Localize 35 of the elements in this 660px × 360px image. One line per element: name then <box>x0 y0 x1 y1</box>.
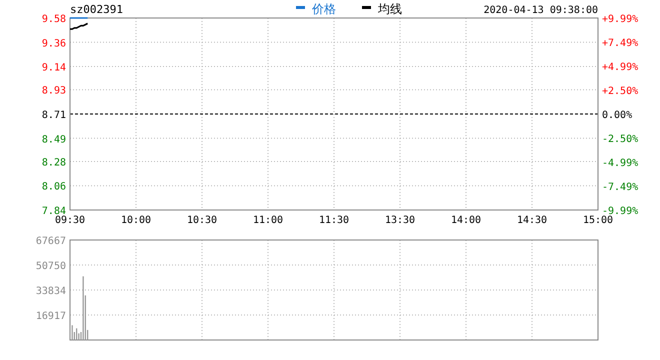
y-tick-label: 33834 <box>36 286 66 297</box>
x-tick-label: 14:30 <box>516 215 548 226</box>
x-tick-label: 13:30 <box>384 215 416 226</box>
x-tick-label: 11:00 <box>252 215 284 226</box>
y-tick-label: 7.84 <box>42 206 66 217</box>
y2-tick-label: -4.99% <box>602 158 638 169</box>
text: 2020-04-13 09:38:00 <box>484 5 598 16</box>
y-tick-label: 9.36 <box>42 38 66 50</box>
y-tick-label: 16917 <box>36 311 66 322</box>
x-tick-label: 10:00 <box>120 215 152 226</box>
y2-tick-label: 0.00% <box>602 110 632 121</box>
x-tick-label: 10:30 <box>186 215 218 226</box>
y-tick-label: 8.06 <box>42 182 66 193</box>
y-tick-label: 9.14 <box>42 62 66 74</box>
y-tick-label: 9.58 <box>42 14 66 25</box>
x-tick-label: 11:30 <box>318 215 350 226</box>
chart-title: sz002391 <box>70 3 123 16</box>
y2-tick-label: -9.99% <box>602 206 638 217</box>
x-tick-label: 15:00 <box>582 215 614 226</box>
x-tick-label: 14:00 <box>450 215 482 226</box>
y-tick-label: 8.28 <box>42 157 66 168</box>
y2-tick-label: +4.99% <box>602 62 638 74</box>
y-tick-label: 8.93 <box>42 86 66 97</box>
y2-tick-label: +2.50% <box>602 86 638 97</box>
y-tick-label: 50750 <box>36 261 66 272</box>
legend-label: 价格 <box>311 2 336 16</box>
y2-tick-label: +9.99% <box>602 14 638 25</box>
y-tick-label: 67667 <box>36 236 66 247</box>
y2-tick-label: +7.49% <box>602 38 638 50</box>
y2-tick-label: -7.49% <box>602 182 638 193</box>
legend-label: 均线 <box>377 2 402 16</box>
y2-tick-label: -2.50% <box>602 134 638 146</box>
y-tick-label: 8.71 <box>42 110 66 121</box>
x-tick-label: 09:30 <box>54 215 86 226</box>
y-tick-label: 8.49 <box>42 134 66 146</box>
